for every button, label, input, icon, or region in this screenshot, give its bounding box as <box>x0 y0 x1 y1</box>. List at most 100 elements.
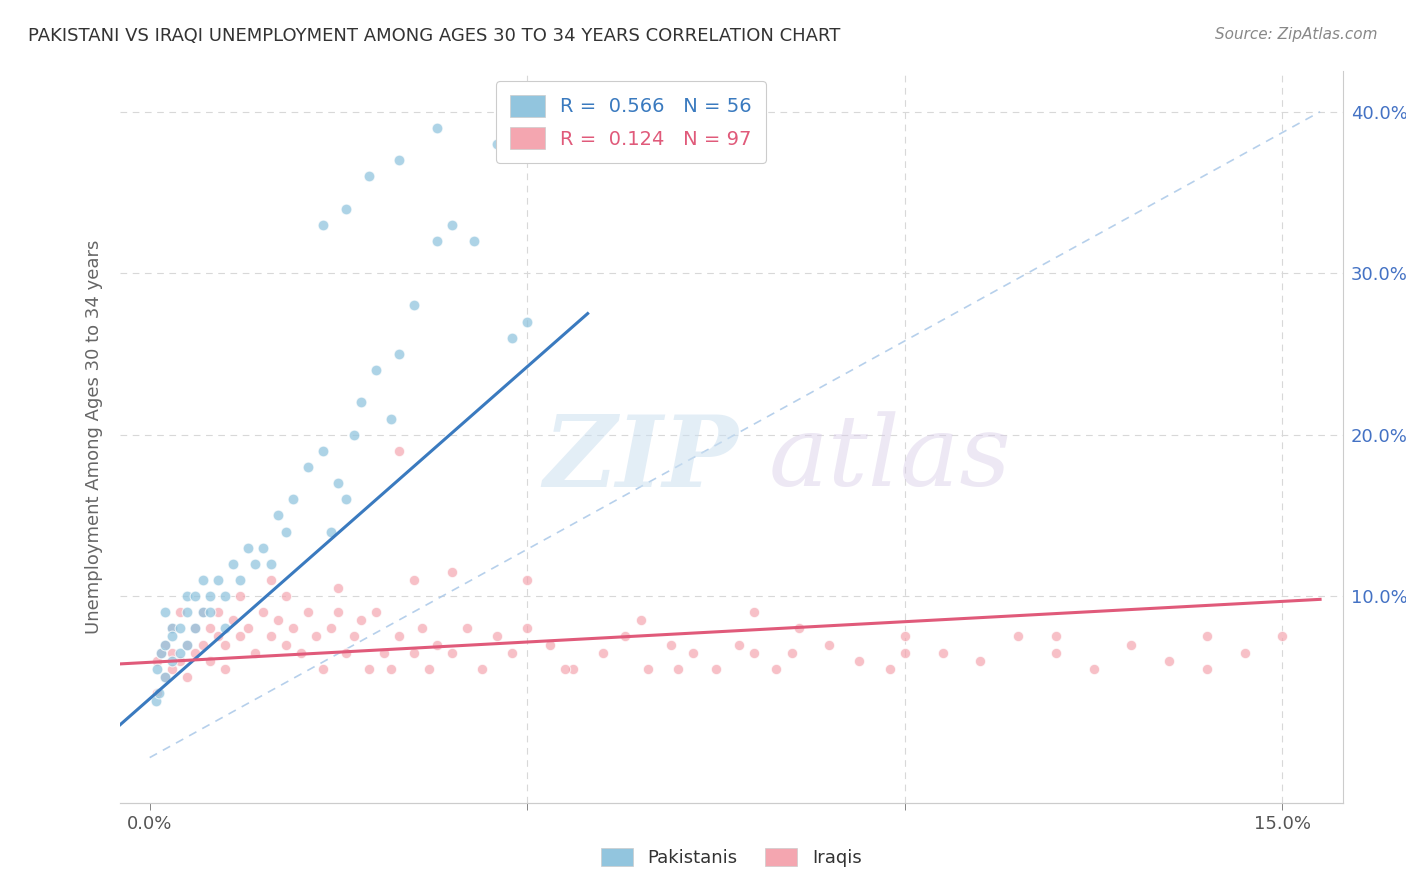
Text: ZIP: ZIP <box>544 410 738 508</box>
Point <box>335 202 357 216</box>
Point <box>342 427 364 442</box>
Point <box>222 557 245 571</box>
Point <box>402 573 425 587</box>
Point <box>1157 654 1180 668</box>
Point <box>388 153 411 168</box>
Point <box>184 646 207 660</box>
Point <box>214 622 236 636</box>
Point <box>162 654 184 668</box>
Point <box>357 169 380 184</box>
Point <box>630 613 652 627</box>
Point <box>207 605 229 619</box>
Point <box>335 646 357 660</box>
Point <box>252 541 274 555</box>
Point <box>894 646 917 660</box>
Point <box>312 662 335 676</box>
Point <box>1121 638 1143 652</box>
Point <box>176 638 198 652</box>
Point <box>176 605 198 619</box>
Point <box>666 662 689 676</box>
Point <box>153 638 176 652</box>
Point <box>229 573 252 587</box>
Point <box>153 670 176 684</box>
Point <box>1233 646 1256 660</box>
Point <box>342 630 364 644</box>
Point <box>312 218 335 232</box>
Point <box>328 581 350 595</box>
Point <box>380 411 402 425</box>
Point <box>198 654 221 668</box>
Point <box>319 524 342 539</box>
Point <box>162 622 184 636</box>
Point <box>388 630 411 644</box>
Point <box>704 662 727 676</box>
Point <box>894 630 917 644</box>
Point <box>366 363 388 377</box>
Point <box>145 694 167 708</box>
Point <box>440 218 463 232</box>
Point <box>516 622 538 636</box>
Point <box>312 443 335 458</box>
Point <box>162 646 184 660</box>
Point <box>236 622 259 636</box>
Point <box>411 622 433 636</box>
Point <box>207 630 229 644</box>
Point <box>283 622 305 636</box>
Point <box>146 686 169 700</box>
Point <box>162 662 184 676</box>
Point <box>176 670 198 684</box>
Text: Source: ZipAtlas.com: Source: ZipAtlas.com <box>1215 27 1378 42</box>
Point <box>969 654 991 668</box>
Point <box>742 605 765 619</box>
Point <box>319 622 342 636</box>
Point <box>176 589 198 603</box>
Point <box>290 646 312 660</box>
Point <box>245 646 267 660</box>
Point <box>153 670 176 684</box>
Point <box>357 662 380 676</box>
Point <box>516 315 538 329</box>
Point <box>727 638 749 652</box>
Text: PAKISTANI VS IRAQI UNEMPLOYMENT AMONG AGES 30 TO 34 YEARS CORRELATION CHART: PAKISTANI VS IRAQI UNEMPLOYMENT AMONG AG… <box>28 27 841 45</box>
Point <box>252 605 274 619</box>
Point <box>198 589 221 603</box>
Point <box>297 459 319 474</box>
Point <box>150 646 173 660</box>
Point <box>259 573 281 587</box>
Legend: Pakistanis, Iraqis: Pakistanis, Iraqis <box>593 840 869 874</box>
Point <box>222 613 245 627</box>
Point <box>150 646 173 660</box>
Point <box>388 443 411 458</box>
Point <box>1083 662 1105 676</box>
Point <box>637 662 659 676</box>
Point <box>162 622 184 636</box>
Point <box>418 662 440 676</box>
Point <box>818 638 841 652</box>
Text: atlas: atlas <box>769 411 1012 507</box>
Point <box>426 120 449 135</box>
Point <box>191 605 214 619</box>
Point <box>184 622 207 636</box>
Point <box>471 662 494 676</box>
Point <box>146 662 169 676</box>
Point <box>245 557 267 571</box>
Point <box>501 646 523 660</box>
Point <box>207 573 229 587</box>
Point <box>214 589 236 603</box>
Point <box>169 646 191 660</box>
Point <box>297 605 319 619</box>
Point <box>456 622 478 636</box>
Point <box>1195 630 1218 644</box>
Point <box>283 492 305 507</box>
Point <box>659 638 682 652</box>
Point <box>267 508 290 523</box>
Point <box>229 589 252 603</box>
Point <box>426 234 449 248</box>
Point <box>214 662 236 676</box>
Point <box>765 662 787 676</box>
Y-axis label: Unemployment Among Ages 30 to 34 years: Unemployment Among Ages 30 to 34 years <box>84 240 103 634</box>
Point <box>184 589 207 603</box>
Point <box>380 662 402 676</box>
Point <box>614 630 637 644</box>
Point <box>554 104 576 119</box>
